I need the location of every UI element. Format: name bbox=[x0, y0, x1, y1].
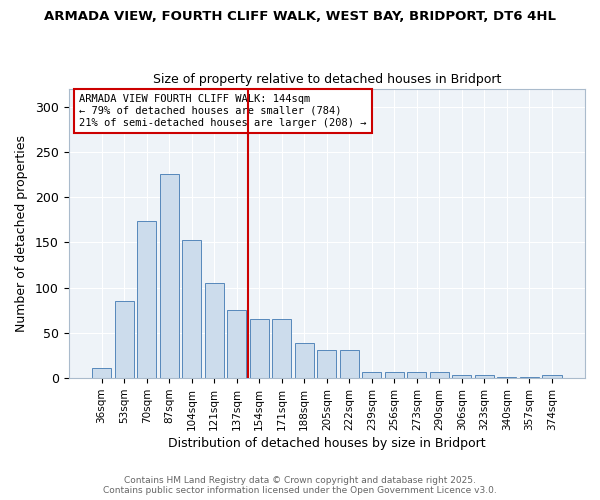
Title: Size of property relative to detached houses in Bridport: Size of property relative to detached ho… bbox=[152, 73, 501, 86]
Bar bbox=[430, 372, 449, 378]
Bar bbox=[227, 310, 246, 378]
Bar bbox=[137, 220, 156, 378]
Bar bbox=[475, 374, 494, 378]
Bar bbox=[92, 368, 111, 378]
Bar bbox=[317, 350, 337, 378]
Text: ARMADA VIEW, FOURTH CLIFF WALK, WEST BAY, BRIDPORT, DT6 4HL: ARMADA VIEW, FOURTH CLIFF WALK, WEST BAY… bbox=[44, 10, 556, 23]
Bar bbox=[295, 343, 314, 378]
Bar bbox=[362, 372, 382, 378]
Bar bbox=[272, 320, 292, 378]
Text: ARMADA VIEW FOURTH CLIFF WALK: 144sqm
← 79% of detached houses are smaller (784): ARMADA VIEW FOURTH CLIFF WALK: 144sqm ← … bbox=[79, 94, 367, 128]
Bar bbox=[160, 174, 179, 378]
Text: Contains HM Land Registry data © Crown copyright and database right 2025.
Contai: Contains HM Land Registry data © Crown c… bbox=[103, 476, 497, 495]
Bar bbox=[250, 320, 269, 378]
Bar bbox=[452, 374, 472, 378]
Bar bbox=[205, 283, 224, 378]
Bar bbox=[340, 350, 359, 378]
X-axis label: Distribution of detached houses by size in Bridport: Distribution of detached houses by size … bbox=[168, 437, 485, 450]
Bar bbox=[385, 372, 404, 378]
Y-axis label: Number of detached properties: Number of detached properties bbox=[15, 135, 28, 332]
Bar bbox=[407, 372, 427, 378]
Bar bbox=[182, 240, 201, 378]
Bar bbox=[542, 376, 562, 378]
Bar bbox=[115, 302, 134, 378]
